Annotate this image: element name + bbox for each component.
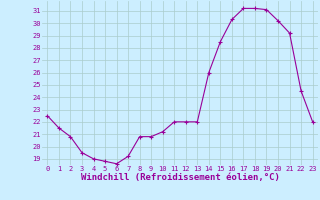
X-axis label: Windchill (Refroidissement éolien,°C): Windchill (Refroidissement éolien,°C): [81, 173, 279, 182]
